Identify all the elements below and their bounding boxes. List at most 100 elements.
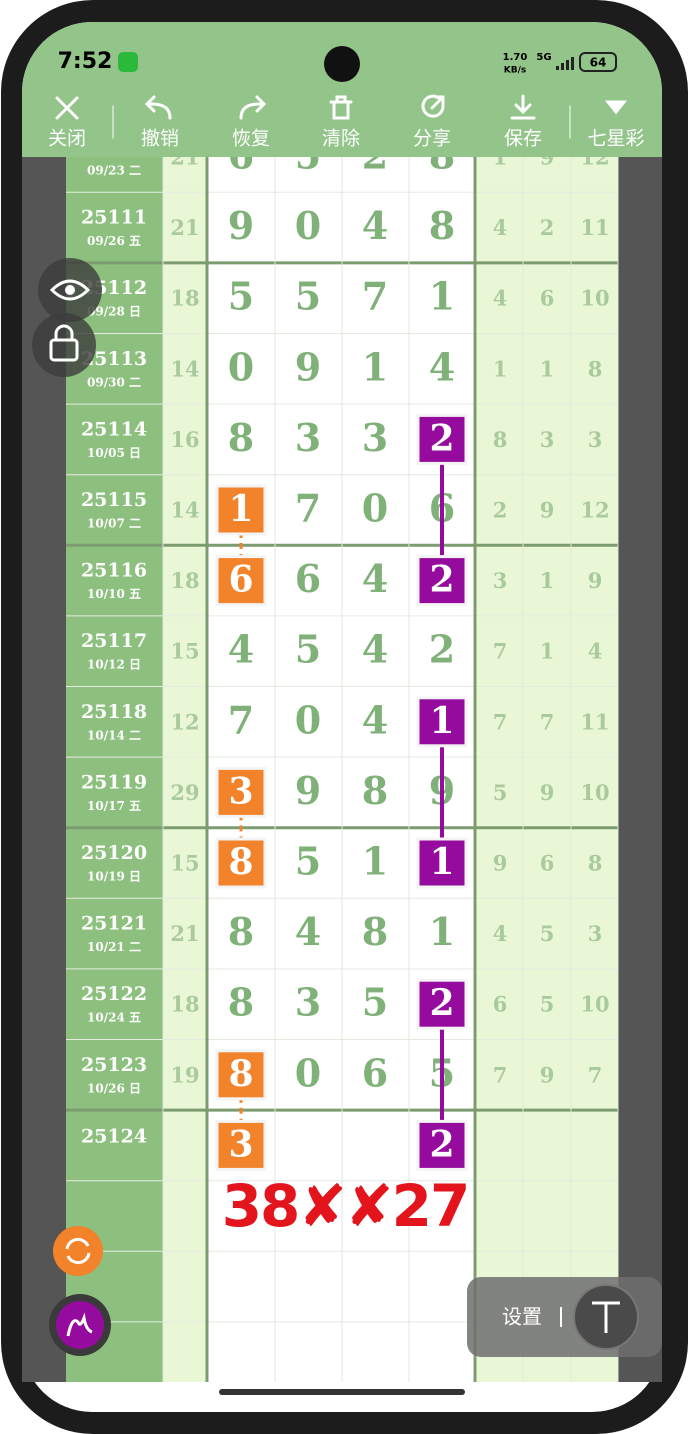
extra: 4 [493,286,508,311]
date: 09/28 日 [87,305,141,319]
toolbar-button[interactable]: 分享 [413,128,451,150]
digit: 4 [362,627,388,672]
toolbar-button[interactable]: 七星彩 [587,128,644,150]
toolbar-button[interactable]: 保存 [504,128,542,150]
digit: 4 [228,627,254,672]
sum: 14 [170,356,199,381]
date: 10/17 五 [87,799,141,813]
extra: 12 [580,498,609,523]
digit: 0 [295,1050,321,1095]
issue: 25115 [81,489,147,511]
date: 09/26 五 [87,234,141,248]
date: 10/05 日 [87,446,141,460]
settings-button[interactable]: 设置 [502,1305,542,1329]
digit: 8 [228,415,254,460]
right-strip [618,157,662,1382]
marked-digit: 6 [228,559,253,601]
issue: 25119 [81,771,147,793]
eye-icon [49,279,91,301]
sum: 15 [170,851,199,876]
extra: 9 [540,780,555,805]
extra: 4 [493,215,508,240]
date: 09/23 二 [87,164,141,178]
extra: 7 [588,1062,603,1087]
wechat-icon [118,52,138,72]
marked-box [215,484,267,536]
extra: 9 [540,498,555,523]
extra: 3 [588,427,603,452]
marked-box [215,766,267,818]
sum: 12 [170,709,199,734]
extra: 8 [588,851,603,876]
toolbar-icons [55,94,628,139]
toolbar-button[interactable]: 关闭 [48,128,86,150]
issue: 25123 [81,1054,147,1076]
lock-shackle [54,324,74,340]
table: 09/23 二21652819122511109/26 五21904842112… [22,145,662,1382]
marked-digit: 2 [429,417,454,459]
extra: 9 [540,145,555,170]
marked-box [416,696,468,748]
extra: 1 [540,356,555,381]
extra: 1 [540,568,555,593]
date: 10/07 二 [87,517,141,531]
speed: 1.70 [503,52,528,63]
extra: 3 [540,427,555,452]
toolbar-button[interactable]: 撤销 [141,128,179,150]
extra: 4 [493,921,508,946]
refresh-icon [65,1237,91,1265]
digit: 4 [362,697,388,742]
digit: 6 [362,1050,388,1095]
extra: 9 [493,851,508,876]
sum: 21 [170,921,199,946]
digit: 3 [295,980,321,1025]
eye-pupil [65,285,75,295]
marked-digit: 1 [228,488,253,530]
sum-col [163,157,207,1382]
marked-box [416,413,468,465]
marked-box [215,1049,267,1101]
sum: 18 [170,568,199,593]
issue: 25111 [81,207,147,229]
extra: 4 [588,639,603,664]
lock-icon [49,338,79,362]
lock-button[interactable] [32,313,96,377]
extra: 3 [588,921,603,946]
digit: 8 [429,203,455,248]
extra: 5 [540,921,555,946]
digit: 0 [295,697,321,742]
digit: 2 [429,627,455,672]
marked-box [416,1119,468,1171]
digit: 4 [362,556,388,601]
time: 7:52 [58,49,113,74]
digit: 5 [295,627,321,672]
toolbar-button[interactable]: 恢复 [232,128,270,150]
issue: 25114 [81,418,147,440]
issue: 25113 [81,348,147,370]
sum: 15 [170,639,199,664]
date: 10/12 日 [87,658,141,672]
date: 10/14 二 [87,728,141,742]
marked-digit: 2 [429,559,454,601]
digit: 0 [362,486,388,531]
refresh-button[interactable] [53,1226,103,1276]
extra: 10 [580,780,609,805]
issue: 25118 [81,701,147,723]
marked-box [416,837,468,889]
extra: 9 [540,1062,555,1087]
camera [324,46,360,82]
date: 09/30 二 [87,375,141,389]
digit: 9 [295,344,321,389]
marked-digit: 2 [429,982,454,1024]
extra: 11 [580,215,609,240]
toolbar-button[interactable]: 清除 [322,128,360,150]
sum: 29 [170,780,199,805]
battery [579,52,617,72]
sum: 18 [170,992,199,1017]
marked-digit: 8 [228,1053,253,1095]
digit: 3 [295,415,321,460]
extra: 8 [493,427,508,452]
date: 10/26 日 [87,1081,141,1095]
date: 10/21 二 [87,940,141,954]
